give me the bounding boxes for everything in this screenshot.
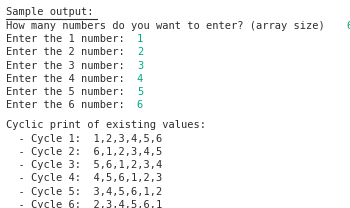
- Text: - Cycle 2:  6,1,2,3,4,5: - Cycle 2: 6,1,2,3,4,5: [6, 147, 162, 157]
- Text: - Cycle 4:  4,5,6,1,2,3: - Cycle 4: 4,5,6,1,2,3: [6, 173, 162, 183]
- Text: 6: 6: [137, 100, 143, 110]
- Text: Sample output:: Sample output:: [6, 7, 93, 17]
- Text: 3: 3: [137, 61, 143, 71]
- Text: Enter the 2 number:: Enter the 2 number:: [6, 47, 131, 57]
- Text: Enter the 5 number:: Enter the 5 number:: [6, 87, 131, 97]
- Text: Enter the 4 number:: Enter the 4 number:: [6, 74, 131, 84]
- Text: Enter the 5 number:: Enter the 5 number:: [6, 87, 131, 97]
- Text: Enter the 1 number:: Enter the 1 number:: [6, 34, 131, 44]
- Text: 6: 6: [346, 21, 350, 31]
- Text: How many numbers do you want to enter? (array size): How many numbers do you want to enter? (…: [6, 21, 331, 31]
- Text: Enter the 3 number:: Enter the 3 number:: [6, 61, 131, 71]
- Text: - Cycle 3:  5,6,1,2,3,4: - Cycle 3: 5,6,1,2,3,4: [6, 160, 162, 170]
- Text: Enter the 2 number:: Enter the 2 number:: [6, 47, 131, 57]
- Text: Cyclic print of existing values:: Cyclic print of existing values:: [6, 120, 206, 130]
- Text: 5: 5: [137, 87, 143, 97]
- Text: Enter the 1 number:: Enter the 1 number:: [6, 34, 131, 44]
- Text: 4: 4: [137, 74, 143, 84]
- Text: - Cycle 1:  1,2,3,4,5,6: - Cycle 1: 1,2,3,4,5,6: [6, 134, 162, 144]
- Text: Enter the 4 number:: Enter the 4 number:: [6, 74, 131, 84]
- Text: - Cycle 5:  3,4,5,6,1,2: - Cycle 5: 3,4,5,6,1,2: [6, 187, 162, 197]
- Text: Enter the 6 number:: Enter the 6 number:: [6, 100, 131, 110]
- Text: How many numbers do you want to enter? (array size): How many numbers do you want to enter? (…: [6, 21, 331, 31]
- Text: Enter the 6 number:: Enter the 6 number:: [6, 100, 131, 110]
- Text: 2: 2: [137, 47, 143, 57]
- Text: - Cycle 6:  2,3,4,5,6,1: - Cycle 6: 2,3,4,5,6,1: [6, 200, 162, 208]
- Text: 1: 1: [137, 34, 143, 44]
- Text: Enter the 3 number:: Enter the 3 number:: [6, 61, 131, 71]
